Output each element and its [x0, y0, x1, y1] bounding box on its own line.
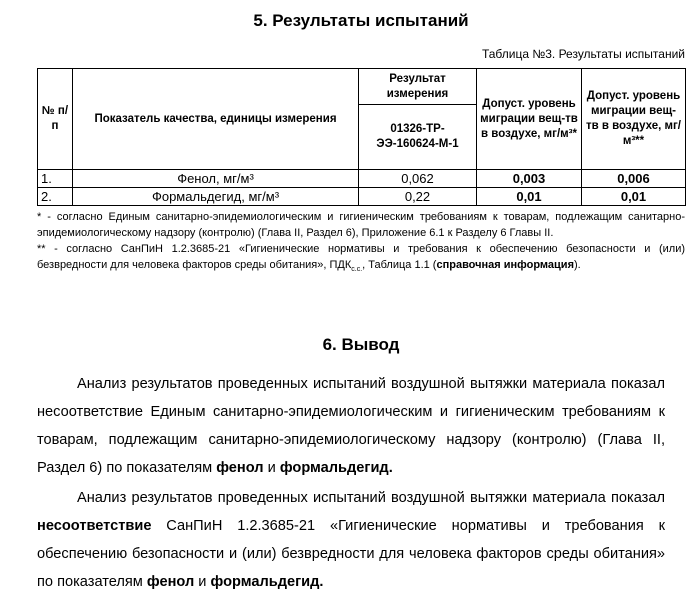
- conclusion-paragraph-1: Анализ результатов проведенных испытаний…: [37, 370, 665, 482]
- footnote-bold: справочная информация: [436, 259, 574, 271]
- footnote-1: * - согласно Единым санитарно-эпидемиоло…: [37, 211, 685, 239]
- text: и: [194, 574, 211, 591]
- text: Анализ результатов проведенных испытаний…: [37, 376, 665, 477]
- row-num: 2.: [37, 187, 73, 206]
- section-6-title: 6. Вывод: [322, 335, 400, 355]
- header-indicator: Показатель качества, единицы измерения: [72, 68, 359, 170]
- bold-text: фенол: [216, 460, 264, 477]
- text: и: [263, 460, 280, 477]
- header-result: Результат измерения: [358, 68, 477, 105]
- row-indicator: Формальдегид, мг/м³: [72, 187, 359, 206]
- footnote-sub: с.с.: [351, 266, 363, 274]
- footnote-text: ).: [574, 259, 581, 271]
- table-row: 1. Фенол, мг/м³ 0,062 0,003 0,006: [37, 169, 686, 188]
- results-table: № п/п Показатель качества, единицы измер…: [37, 68, 686, 206]
- footnote-2: ** - согласно СанПиН 1.2.3685-21 «Гигиен…: [37, 241, 685, 278]
- row-result: 0,22: [358, 187, 477, 206]
- table-caption: Таблица №3. Результаты испытаний: [481, 47, 685, 61]
- bold-text: несоответствие: [37, 518, 152, 535]
- header-limit1: Допуст. уровень миграции вещ-тв в воздух…: [476, 68, 582, 170]
- table-row: 2. Формальдегид, мг/м³ 0,22 0,01 0,01: [37, 187, 686, 206]
- footnote-text: ** - согласно СанПиН 1.2.3685-21 «Гигиен…: [37, 243, 685, 271]
- row-indicator: Фенол, мг/м³: [72, 169, 359, 188]
- header-num: № п/п: [37, 68, 73, 170]
- text: СанПиН 1.2.3685-21 «Гигиенические нормат…: [37, 518, 665, 591]
- row-limit2: 0,01: [581, 187, 686, 206]
- bold-text: формальдегид.: [279, 460, 393, 477]
- conclusion-paragraph-2: Анализ результатов проведенных испытаний…: [37, 484, 665, 596]
- row-limit1: 0,01: [476, 187, 582, 206]
- bold-text: формальдегид.: [210, 574, 324, 591]
- section-5-title: 5. Результаты испытаний: [253, 11, 469, 30]
- row-limit2: 0,006: [581, 169, 686, 188]
- footnote-text: , Таблица 1.1 (: [362, 259, 437, 271]
- header-limit2: Допуст. уровень миграции вещ-тв в воздух…: [581, 68, 686, 170]
- bold-text: фенол: [146, 574, 195, 591]
- row-result: 0,062: [358, 169, 477, 188]
- row-limit1: 0,003: [476, 169, 582, 188]
- footnotes: * - согласно Единым санитарно-эпидемиоло…: [37, 209, 685, 278]
- header-sample: 01326-ТР-ЭЭ-160624-М-1: [358, 104, 477, 170]
- row-num: 1.: [37, 169, 73, 188]
- text: Анализ результатов проведенных испытаний…: [77, 490, 665, 507]
